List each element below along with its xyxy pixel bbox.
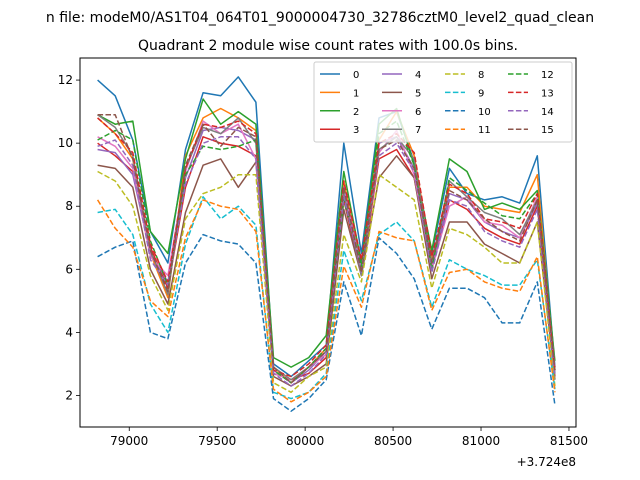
legend-label-15: 15 (541, 125, 554, 136)
series-line-13 (97, 117, 556, 378)
legend-label-1: 1 (353, 88, 359, 99)
legend-label-7: 7 (415, 125, 421, 136)
x-tick-label: 80500 (374, 434, 412, 448)
x-tick-label: 80000 (286, 434, 324, 448)
y-tick-label: 6 (65, 262, 73, 276)
y-tick-label: 12 (58, 73, 73, 87)
series-line-15 (97, 114, 556, 384)
series-line-2 (97, 98, 556, 368)
y-tick-label: 4 (65, 325, 73, 339)
x-tick-label: 79500 (198, 434, 236, 448)
chart-title: Quadrant 2 module wise count rates with … (138, 38, 518, 54)
x-tick-label: 79000 (110, 434, 148, 448)
legend-label-5: 5 (415, 88, 421, 99)
legend-label-9: 9 (478, 88, 484, 99)
legend-label-12: 12 (541, 70, 554, 81)
legend-label-14: 14 (541, 107, 554, 118)
y-axis: 2 4 6 8 10 12 (58, 73, 80, 402)
x-tick-label: 81500 (550, 434, 588, 448)
legend-label-13: 13 (541, 88, 554, 99)
legend-label-10: 10 (478, 107, 491, 118)
x-tick-label: 81000 (462, 434, 500, 448)
legend-frame (313, 61, 573, 143)
x-axis: 79000 79500 80000 80500 81000 81500 (110, 427, 588, 448)
x-axis-offset-label: +3.724e8 (517, 455, 576, 469)
series-line-8 (97, 170, 556, 394)
legend-label-4: 4 (415, 70, 421, 81)
series-line-14 (97, 136, 556, 387)
plot-frame (79, 57, 577, 428)
legend-label-3: 3 (353, 125, 359, 136)
series-line-10 (97, 233, 556, 412)
legend-label-2: 2 (353, 107, 359, 118)
y-tick-label: 10 (58, 136, 73, 150)
y-tick-label: 2 (65, 388, 73, 402)
legend-label-8: 8 (478, 70, 484, 81)
chart-suptitle: n file: modeM0/AS1T04_064T01_9000004730_… (46, 10, 594, 26)
legend-label-6: 6 (415, 107, 421, 118)
series-line-11 (96, 199, 556, 403)
legend-label-11: 11 (478, 125, 491, 136)
y-tick-label: 8 (65, 199, 73, 213)
series-layer (96, 76, 556, 412)
legend-label-0: 0 (353, 70, 359, 81)
